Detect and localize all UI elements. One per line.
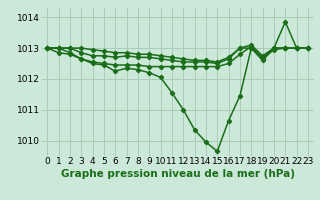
X-axis label: Graphe pression niveau de la mer (hPa): Graphe pression niveau de la mer (hPa) (60, 169, 295, 179)
